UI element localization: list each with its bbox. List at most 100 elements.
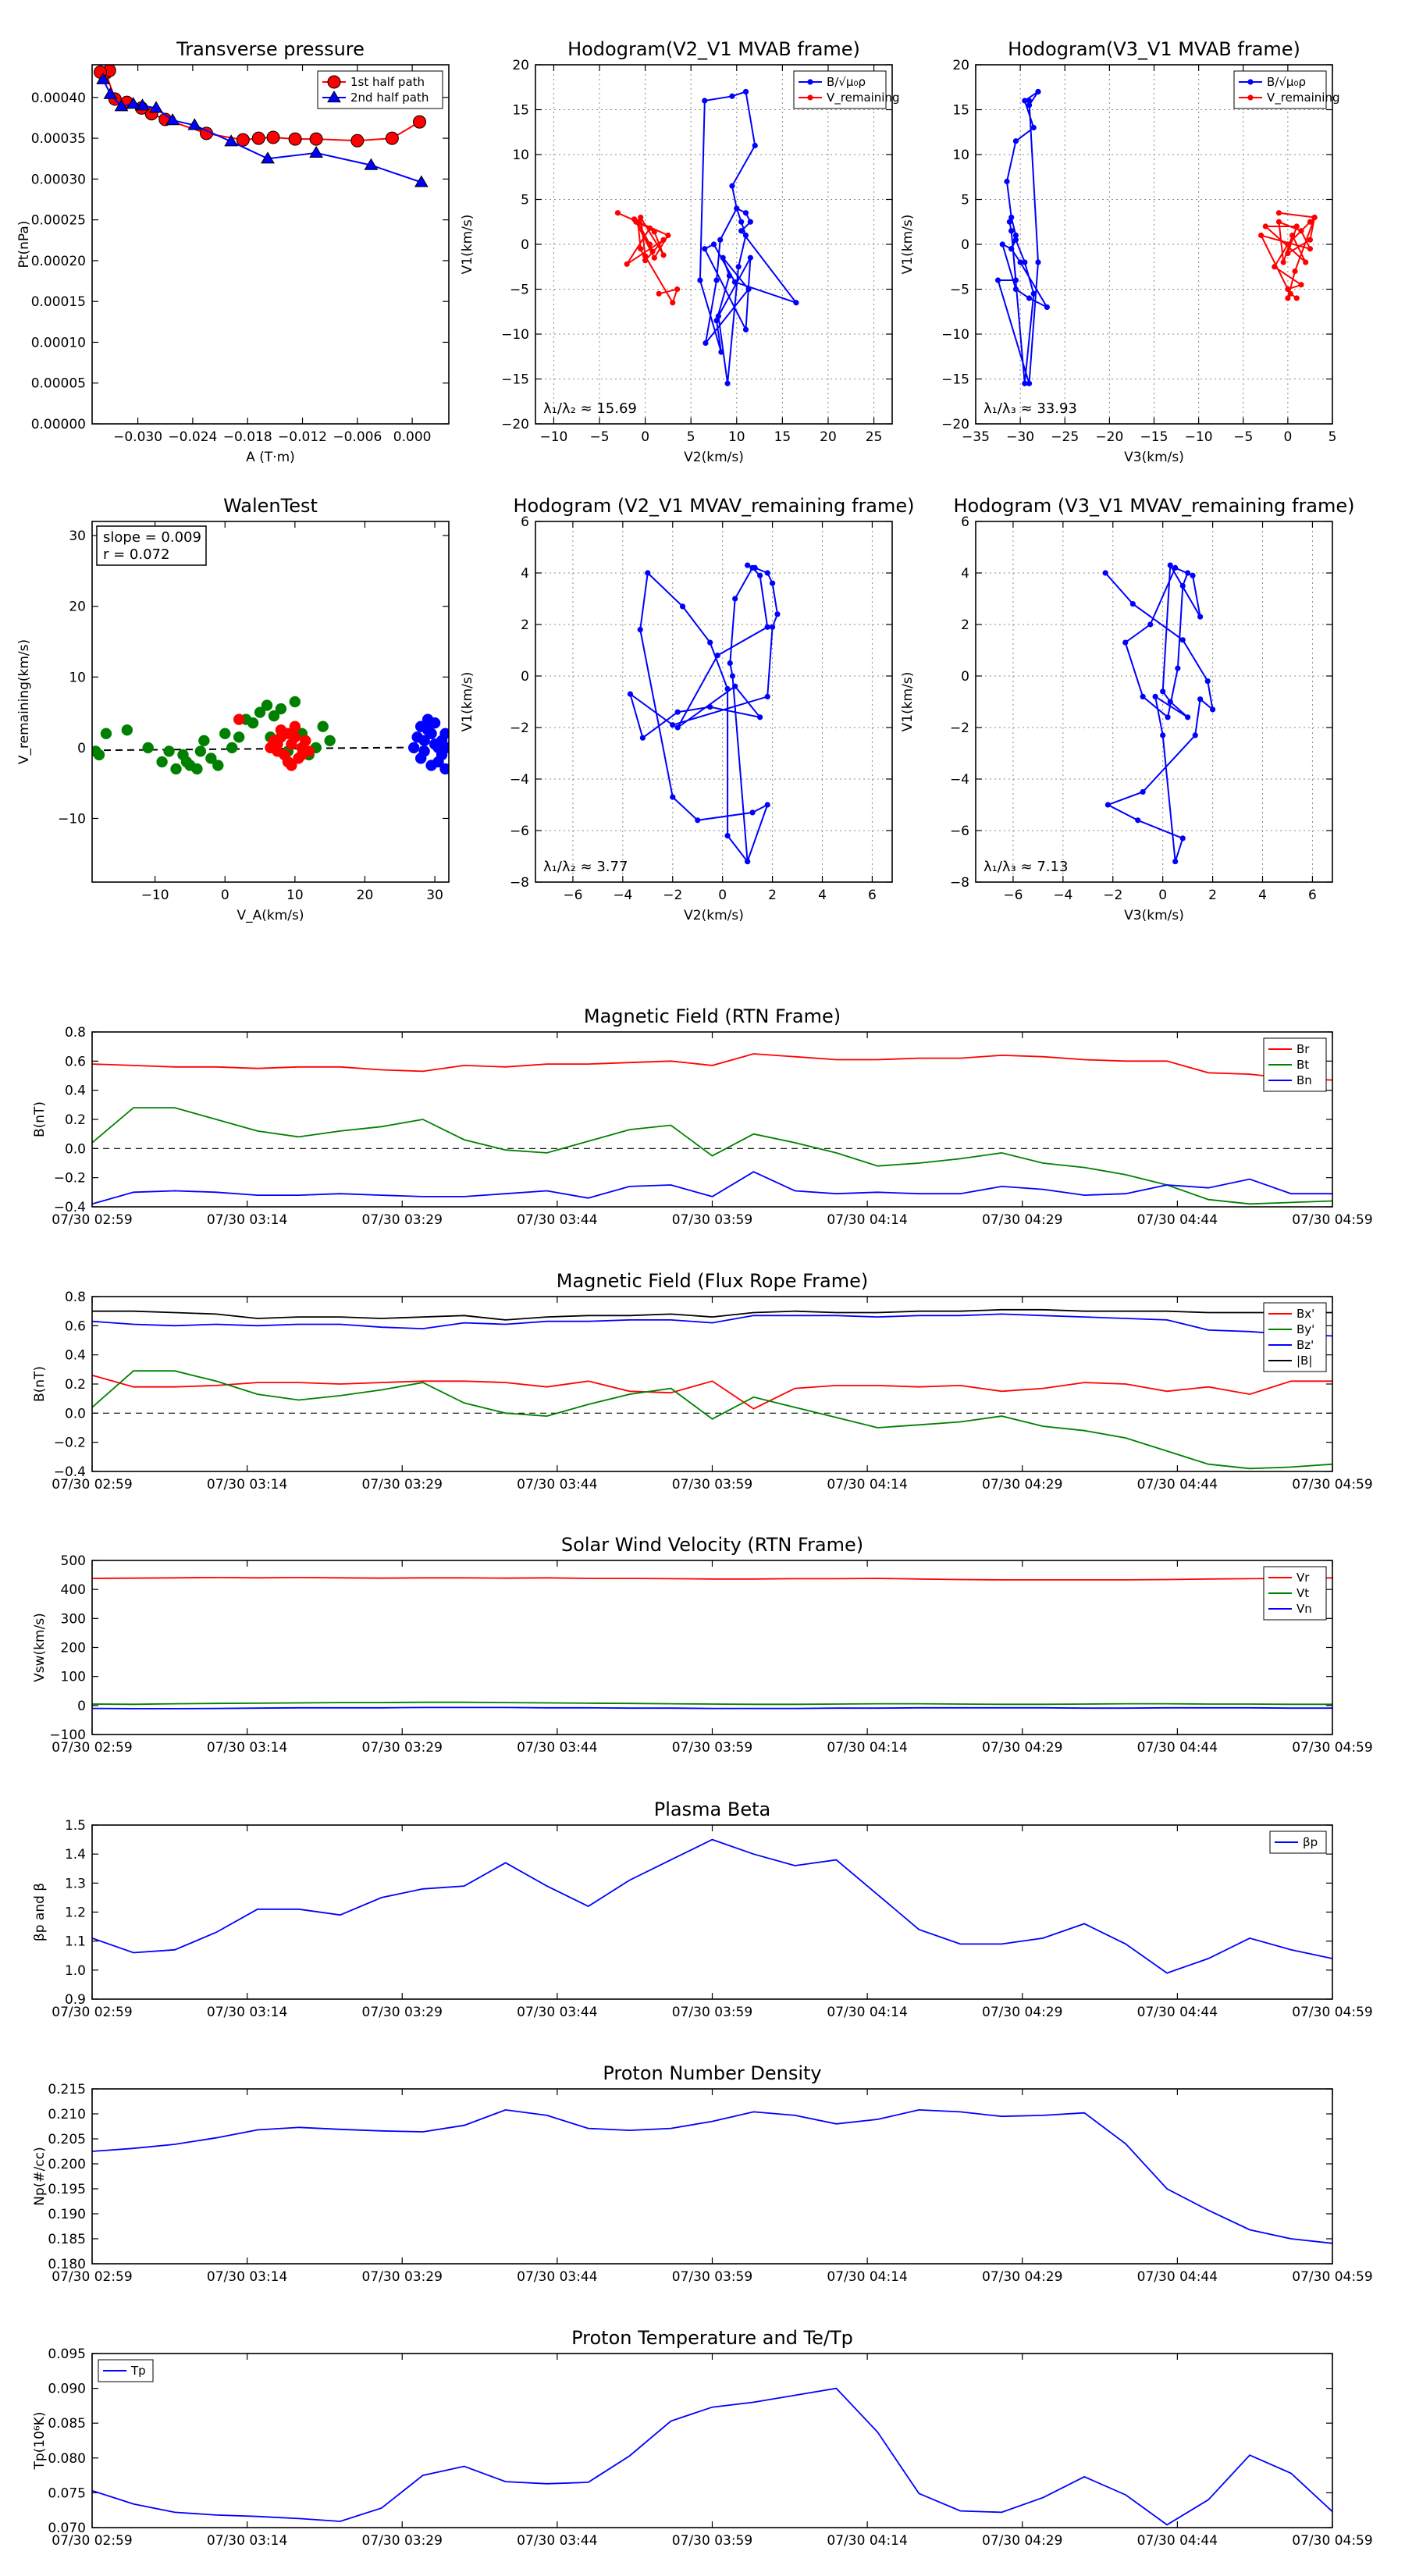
- data-point: [1298, 282, 1304, 288]
- y-tick-label: −4: [510, 772, 529, 788]
- data-point: [194, 745, 207, 757]
- data-point: [187, 118, 202, 130]
- x-tick-label: 07/30 03:44: [517, 2533, 597, 2549]
- plot-frame: [91, 1296, 1333, 1472]
- data-point: [191, 763, 203, 775]
- y-tick-label: −8: [950, 875, 969, 891]
- data-point: [233, 713, 245, 725]
- data-point: [1258, 232, 1264, 239]
- x-tick-label: 07/30 02:59: [52, 1740, 132, 1756]
- data-point: [1004, 178, 1010, 185]
- y-tick-label: 0.070: [48, 2521, 86, 2536]
- chart-title: Magnetic Field (Flux Rope Frame): [557, 1270, 868, 1292]
- y-tick-label: 10: [69, 670, 86, 685]
- y-tick-label: 0.180: [48, 2257, 86, 2272]
- data-point: [715, 313, 721, 319]
- data-point: [745, 286, 752, 293]
- y-tick-label: 6: [961, 514, 969, 530]
- x-tick-label: 07/30 04:59: [1292, 1477, 1372, 1493]
- series-line: [92, 2108, 1332, 2244]
- plot-area: [92, 696, 449, 775]
- data-point: [731, 279, 738, 285]
- legend-marker: [327, 91, 341, 103]
- x-tick-label: −0.030: [113, 429, 162, 445]
- data-point: [1102, 570, 1108, 576]
- series-Vt: [92, 1701, 1332, 1706]
- data-point: [674, 286, 681, 293]
- legend: B/√μ₀ρ V_remaining: [793, 70, 900, 109]
- series-line: [92, 1053, 1332, 1081]
- data-point: [212, 760, 224, 771]
- y-tick-label: 20: [69, 600, 86, 615]
- legend-label: 1st half path: [350, 75, 425, 89]
- y-tick-label: 0.00015: [31, 294, 86, 310]
- data-point: [1012, 237, 1019, 243]
- x-tick-label: 07/30 03:44: [517, 2005, 597, 2020]
- data-point: [1104, 802, 1111, 808]
- data-point: [1287, 290, 1293, 297]
- data-point: [1147, 621, 1154, 628]
- data-point: [275, 703, 287, 715]
- y-tick-label: 0.215: [48, 2082, 86, 2097]
- x-tick-label: 07/30 03:44: [517, 1212, 597, 1228]
- x-tick-label: 07/30 03:29: [362, 2005, 443, 2020]
- data-point: [702, 98, 708, 104]
- x-tick-label: 6: [1308, 888, 1317, 903]
- data-point: [1008, 228, 1015, 234]
- x-tick-label: 30: [426, 888, 443, 903]
- data-point: [752, 142, 758, 149]
- data-point: [742, 326, 749, 333]
- x-tick-label: 07/30 04:44: [1137, 1212, 1218, 1228]
- data-point: [717, 237, 724, 243]
- x-tick-label: 07/30 03:59: [672, 2005, 752, 2020]
- y-tick-label: 1.5: [65, 1818, 86, 1834]
- y-axis-label: V_remaining(km/s): [16, 639, 32, 764]
- data-point: [1210, 706, 1216, 713]
- y-tick-label: 0.00040: [31, 91, 86, 106]
- plot-frame: [91, 2088, 1333, 2265]
- x-tick-label: 07/30 04:14: [827, 2005, 907, 2020]
- series-blue: [1102, 562, 1216, 865]
- data-point: [236, 133, 250, 147]
- ratio-annotation: λ₁/λ₃ ≈ 33.93: [984, 400, 1077, 417]
- data-point: [670, 300, 676, 306]
- data-point: [219, 728, 231, 740]
- legend: 1st half path 2nd half path: [317, 70, 443, 109]
- data-point: [764, 624, 770, 630]
- x-tick-label: −6: [1003, 888, 1023, 903]
- plot-frame: [91, 521, 450, 883]
- legend-label: Bx': [1297, 1307, 1314, 1321]
- data-point: [646, 241, 653, 247]
- chart-title: Proton Number Density: [603, 2062, 821, 2084]
- data-point: [702, 340, 709, 347]
- data-point: [261, 699, 273, 711]
- data-point: [1129, 601, 1136, 607]
- chart-proton-number-density: Proton Number Density 07/30 02:59 07/30 03…: [32, 2062, 1373, 2285]
- y-tick-label: −15: [501, 372, 529, 388]
- plot-frame: [535, 521, 893, 883]
- y-tick-label: −10: [58, 811, 86, 827]
- data-point: [1022, 98, 1028, 104]
- y-tick-label: 0.9: [65, 1992, 86, 2008]
- chart-plasma-beta: Plasma Beta 07/30 02:59 07/30 03:14 07/30 0…: [32, 1799, 1373, 2020]
- x-tick-label: 07/30 03:14: [207, 1740, 287, 1756]
- legend-label: B/√μ₀ρ: [827, 75, 866, 89]
- series-line: [92, 2387, 1332, 2526]
- x-tick-label: 07/30 04:59: [1292, 2269, 1372, 2285]
- legend: βp: [1269, 1831, 1327, 1854]
- y-tick-label: 10: [952, 148, 969, 163]
- data-point: [1303, 259, 1309, 265]
- x-tick-label: 0: [1158, 888, 1167, 903]
- chart-magnetic-field-rtn: Magnetic Field (RTN Frame) 07/30 02:59 07/…: [32, 1005, 1373, 1228]
- data-point: [679, 603, 686, 610]
- series-B/√μ₀ρ: [697, 88, 799, 386]
- plot-frame: [975, 521, 1333, 883]
- data-point: [735, 264, 742, 270]
- y-tick-label: 0: [961, 237, 969, 253]
- data-point: [1262, 223, 1268, 229]
- y-tick-label: 4: [961, 566, 969, 582]
- plot-frame: [91, 1560, 1333, 1735]
- y-tick-label: −5: [950, 283, 969, 298]
- chart-title: Hodogram (V3_V1 MVAV_remaining frame): [953, 495, 1354, 517]
- data-point: [1160, 732, 1166, 738]
